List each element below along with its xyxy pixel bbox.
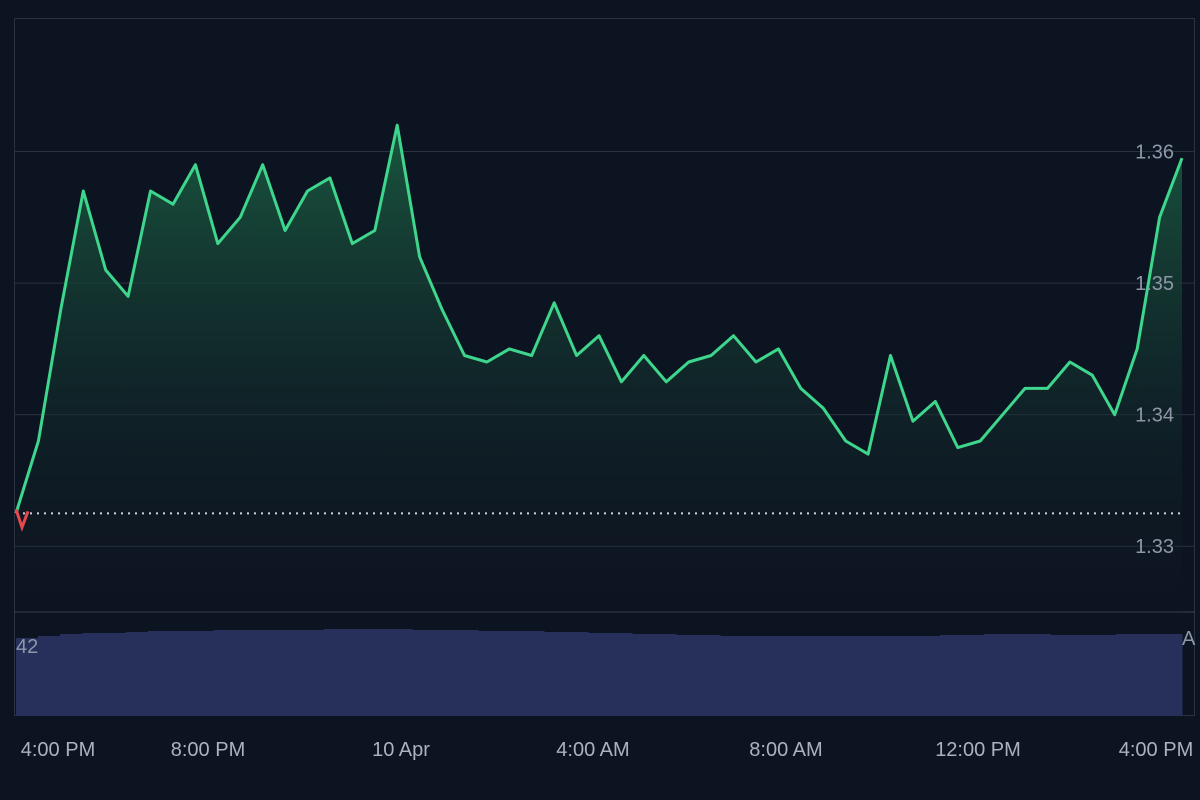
- price-area: [16, 125, 1182, 612]
- volume-bar: [610, 633, 633, 716]
- y-axis-ticks: 1.36 1.35 1.34 1.33: [1135, 142, 1174, 559]
- volume-bar: [874, 636, 897, 716]
- volume-bar: [808, 636, 831, 716]
- volume-bar: [324, 629, 347, 716]
- y-tick-label: 1.33: [1135, 536, 1174, 558]
- volume-bar: [16, 638, 39, 716]
- volume-bar: [962, 635, 985, 716]
- x-tick-label: 4:00 PM: [21, 739, 95, 761]
- volume-bar: [38, 636, 61, 716]
- x-axis-ticks: 4:00 PM 8:00 PM 10 Apr 4:00 AM 8:00 AM 12:00 …: [21, 739, 1193, 761]
- volume-bar: [346, 629, 369, 716]
- volume-bar: [390, 629, 413, 716]
- start-marker: [14, 508, 30, 532]
- volume-bar: [676, 635, 699, 716]
- volume-bar: [698, 635, 721, 716]
- price-line: [14, 123, 1184, 514]
- volume-bar: [368, 629, 391, 716]
- x-tick-label: 8:00 AM: [749, 739, 822, 761]
- x-tick-label: 8:00 PM: [171, 739, 245, 761]
- volume-bar: [720, 636, 743, 716]
- volume-bar: [918, 636, 941, 716]
- volume-bar: [302, 630, 325, 716]
- volume-bar: [1028, 634, 1051, 716]
- volume-bar: [522, 631, 545, 716]
- volume-bar: [588, 633, 611, 716]
- volume-bar: [544, 632, 567, 716]
- volume-bar: [126, 632, 149, 716]
- volume-bar: [214, 630, 237, 716]
- volume-bar: [170, 631, 193, 716]
- y-tick-label: 1.35: [1135, 273, 1174, 295]
- volume-bar: [742, 636, 765, 716]
- x-tick-label: 12:00 PM: [935, 739, 1021, 761]
- volume-bar: [280, 630, 303, 716]
- volume-bar: [566, 632, 589, 716]
- volume-bar: [1116, 634, 1139, 716]
- volume-bar: [786, 636, 809, 716]
- volume-bar: [1160, 634, 1183, 716]
- volume-bar: [258, 630, 281, 716]
- volume-bar: [236, 630, 259, 716]
- volume-bar: [60, 634, 83, 716]
- volume-bar: [434, 630, 457, 716]
- volume-bar: [1006, 634, 1029, 716]
- volume-edge-label: A: [1182, 628, 1196, 650]
- volume-bar: [82, 633, 105, 716]
- volume-bar: [148, 631, 171, 716]
- volume-bar: [412, 630, 435, 716]
- volume-bar: [764, 636, 787, 716]
- volume-bars: [16, 629, 1183, 716]
- volume-bar: [632, 634, 655, 716]
- x-tick-label: 10 Apr: [372, 739, 430, 761]
- volume-bar: [984, 634, 1007, 716]
- volume-label: 42: [16, 636, 38, 658]
- volume-bar: [830, 636, 853, 716]
- y-tick-label: 1.34: [1135, 405, 1174, 427]
- volume-bar: [1138, 634, 1161, 716]
- volume-bar: [1072, 635, 1095, 716]
- y-tick-label: 1.36: [1135, 142, 1174, 164]
- volume-bar: [852, 636, 875, 716]
- volume-bar: [478, 631, 501, 716]
- volume-bar: [104, 633, 127, 716]
- volume-bar: [1050, 635, 1073, 716]
- volume-bar: [1094, 635, 1117, 716]
- volume-bar: [896, 636, 919, 716]
- volume-bar: [500, 631, 523, 716]
- volume-bar: [654, 634, 677, 716]
- x-tick-label: 4:00 AM: [556, 739, 629, 761]
- x-tick-label: 4:00 PM: [1119, 739, 1193, 761]
- volume-bar: [456, 630, 479, 716]
- volume-bar: [192, 631, 215, 716]
- volume-bar: [940, 635, 963, 716]
